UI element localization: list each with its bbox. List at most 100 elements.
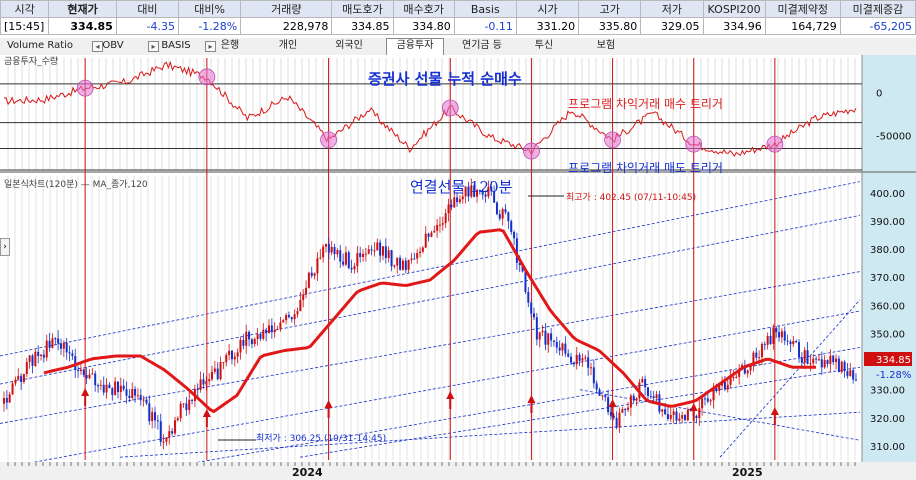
candle-body <box>185 403 188 411</box>
candle-body <box>401 260 404 270</box>
candle-body <box>236 352 239 357</box>
candle-body <box>578 354 581 361</box>
candle-body <box>8 394 11 403</box>
candle-body <box>222 362 225 364</box>
candle-body <box>561 343 564 351</box>
candle-body <box>173 420 176 434</box>
tab-foreign[interactable]: 외국인 <box>335 40 363 51</box>
candle-body <box>404 260 407 270</box>
candle-body <box>635 398 638 401</box>
candle-body <box>259 333 262 339</box>
candle-body <box>433 230 436 233</box>
candle-body <box>758 357 761 359</box>
candle-body <box>706 398 709 402</box>
candle-body <box>729 377 732 385</box>
candle-body <box>248 331 251 340</box>
tab-basis[interactable]: BASIS <box>161 40 191 51</box>
candle-body <box>393 265 396 267</box>
candle-body <box>91 373 94 375</box>
candle-body <box>276 328 279 330</box>
candle-body <box>541 330 544 333</box>
candle-body <box>552 340 555 342</box>
tab-financial-investment[interactable]: 금융투자 <box>386 38 444 55</box>
candle-body <box>835 358 838 363</box>
candle-body <box>681 415 684 419</box>
tab-volume-ratio[interactable]: Volume Ratio <box>6 40 74 51</box>
last-price-badge <box>864 352 912 366</box>
quote-volume: 228,978 <box>240 17 333 35</box>
candle-body <box>476 189 479 197</box>
price-axis-tick: 400.00 <box>870 189 905 200</box>
channel-line <box>0 310 861 469</box>
trigger-marker <box>604 131 621 149</box>
candle-body <box>672 411 675 416</box>
tab-insurance[interactable]: 보험 <box>596 40 616 51</box>
candle-body <box>601 395 604 397</box>
trigger-marker <box>766 135 784 153</box>
candle-body <box>533 313 536 318</box>
top-panel-title: 증권사 선물 누적 순매수 <box>368 70 522 88</box>
tab-obv[interactable]: OBV <box>102 40 124 51</box>
price-axis-tick: 330.00 <box>870 386 905 397</box>
price-axis-tick: 390.00 <box>870 217 905 228</box>
candle-body <box>760 343 763 358</box>
quote-change: -4.35 <box>115 17 180 35</box>
candle-body <box>307 272 310 288</box>
candle-body <box>755 352 758 358</box>
quote-open-interest: 164,729 <box>764 17 841 35</box>
candle-body <box>333 247 336 255</box>
candle-body <box>604 395 607 398</box>
candle-body <box>396 257 399 266</box>
up-arrows <box>81 388 779 427</box>
candle-body <box>350 268 353 270</box>
candle-body <box>216 368 219 380</box>
tab-bank[interactable]: 은행 <box>220 40 240 51</box>
candle-body <box>188 399 191 411</box>
candle-body <box>581 358 584 361</box>
tab-scroll-icon[interactable]: ▸ <box>148 41 159 52</box>
candle-body <box>356 253 359 267</box>
tab-scroll-left-icon[interactable]: ◂ <box>92 41 103 52</box>
bottom-panel-legend: 일본식차트(120분) — MA_종가,120 <box>4 178 148 190</box>
quote-header-row: 시각 현재가 대비 대비% 거래량 매도호가 매수호가 Basis 시가 고가 … <box>0 0 916 18</box>
candle-body <box>379 242 382 256</box>
candle-body <box>766 335 769 345</box>
candle-body <box>453 197 456 208</box>
candle-body <box>438 224 441 226</box>
candle-body <box>826 360 829 365</box>
panel-expand-button[interactable]: › <box>0 238 10 256</box>
candle-body <box>484 194 487 197</box>
candle-body <box>595 383 598 390</box>
indicator-tab-bar: Volume Ratio ◂ OBV ▸ BASIS ▸ 은행 개인 외국인 금… <box>0 38 916 56</box>
sell-trigger-label: 프로그램 차익거래 매도 트리거 <box>568 161 723 175</box>
candle-body <box>473 185 476 197</box>
candle-body <box>114 381 117 395</box>
candle-body <box>37 351 40 357</box>
candle-body <box>139 395 142 401</box>
candle-body <box>627 407 630 410</box>
candle-body <box>205 381 208 385</box>
candle-body <box>31 355 34 366</box>
candle-body <box>661 409 664 412</box>
candle-body <box>587 357 590 368</box>
candle-body <box>239 339 242 353</box>
candle-body <box>225 355 228 363</box>
tab-investment-trust[interactable]: 투신 <box>534 40 554 51</box>
candle-body <box>832 355 835 363</box>
candle-body <box>22 374 25 382</box>
candle-body <box>65 342 68 353</box>
candle-body <box>495 202 498 215</box>
quote-kospi200: 334.96 <box>702 17 766 35</box>
candle-body <box>544 330 547 345</box>
bottom-panel-title: 연결선물 120분 <box>410 178 513 196</box>
tab-individual[interactable]: 개인 <box>278 40 298 51</box>
candle-body <box>436 224 439 231</box>
candle-body <box>763 343 766 345</box>
tab-scroll-icon[interactable]: ▸ <box>205 41 216 52</box>
candle-body <box>407 259 410 270</box>
candle-body <box>530 302 533 314</box>
tab-pension[interactable]: 연기금 등 <box>462 40 502 51</box>
candle-body <box>48 340 51 348</box>
candle-body <box>119 385 122 393</box>
